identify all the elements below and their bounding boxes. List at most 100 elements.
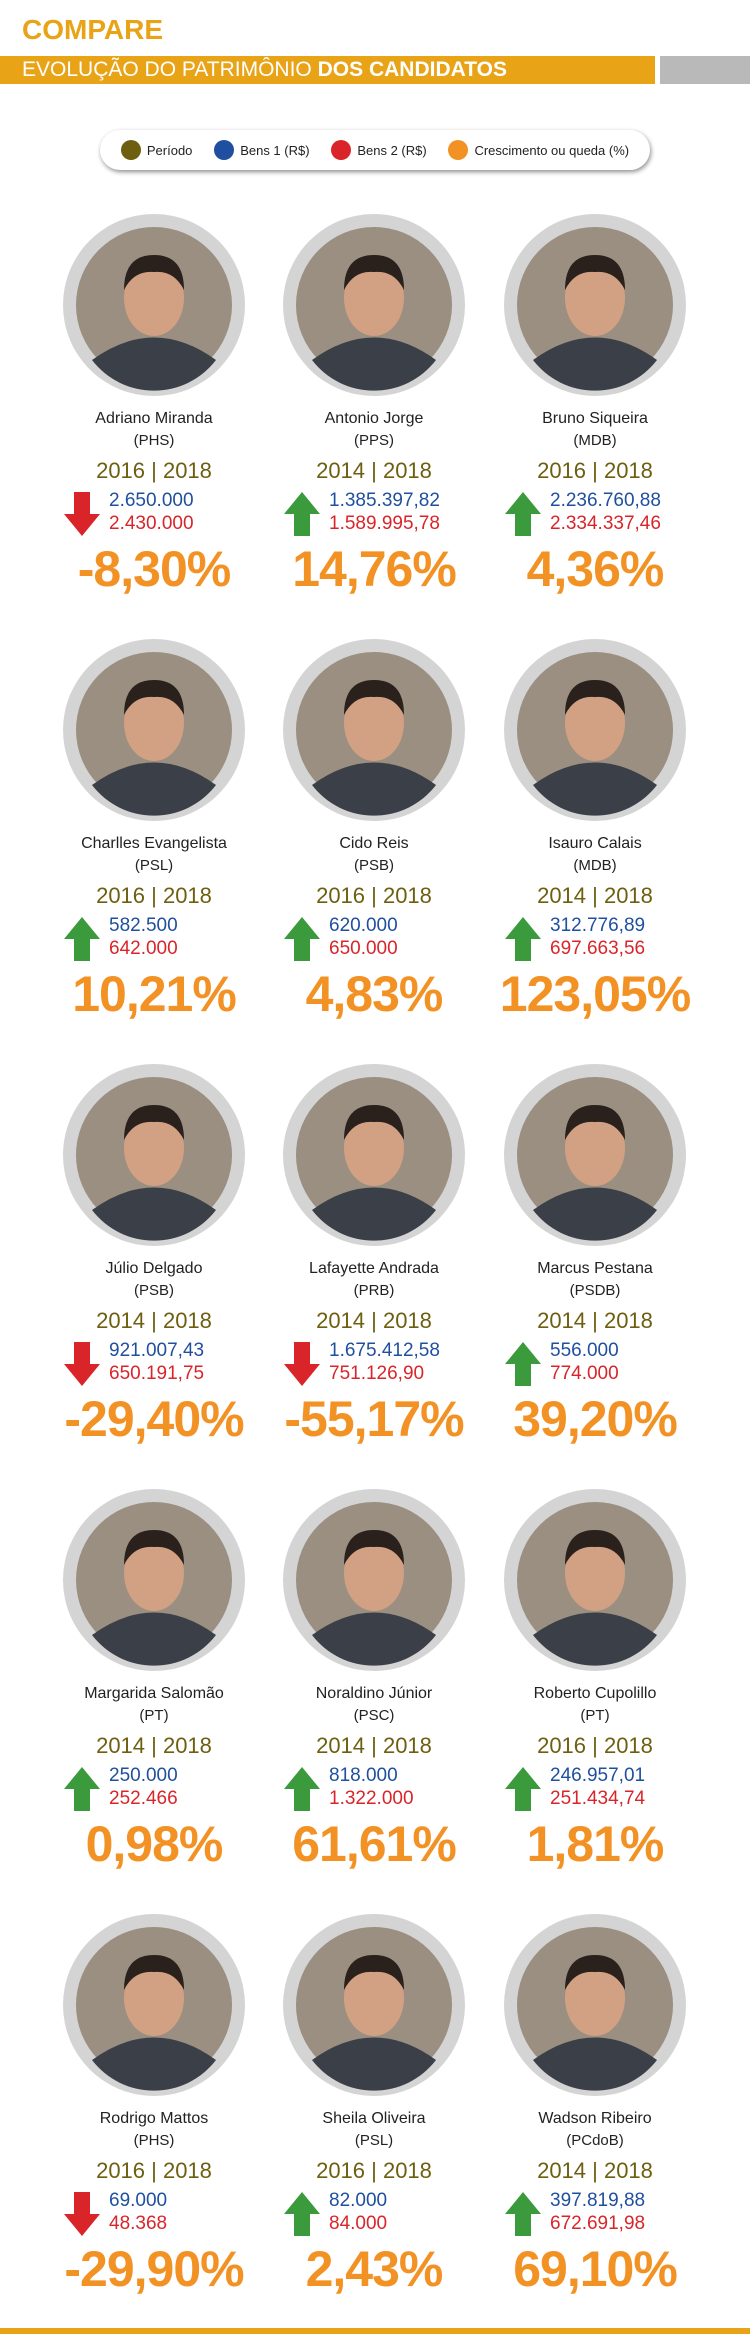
period: 2016 | 2018 <box>316 883 432 908</box>
photo-face <box>565 685 625 761</box>
change-percent: -8,30% <box>77 541 231 597</box>
candidate-photo <box>63 1489 245 1671</box>
photo-body <box>533 337 657 391</box>
photo-face <box>124 1110 184 1186</box>
change-percent: 69,10% <box>513 2241 678 2297</box>
trend-arrow <box>505 1767 541 1811</box>
change-percent: 123,05% <box>499 966 691 1022</box>
legend-item: Bens 1 (R$) <box>214 140 310 160</box>
legend-item: Período <box>120 140 192 160</box>
photo-face <box>124 1960 184 2036</box>
period: 2016 | 2018 <box>537 458 653 483</box>
bens-2: 84.000 <box>329 2213 388 2234</box>
candidate-party: (PSC) <box>353 1707 395 1724</box>
candidate-party: (PSL) <box>134 857 174 874</box>
bens-1: 556.000 <box>550 1340 619 1361</box>
photo-hair <box>124 1105 184 1140</box>
bens-2: 697.663,56 <box>550 938 646 959</box>
trend-arrow <box>284 2192 320 2236</box>
candidate-name: Adriano Miranda <box>95 410 213 427</box>
candidate-photo <box>63 1914 245 2096</box>
change-percent: 61,61% <box>292 1816 457 1872</box>
candidate-name: Júlio Delgado <box>105 1260 203 1277</box>
trend-arrow <box>284 1342 320 1386</box>
bens-1: 397.819,88 <box>550 2190 646 2211</box>
photo-body <box>312 2037 436 2091</box>
candidate-party: (PPS) <box>353 432 394 449</box>
arrow-shape <box>64 917 100 961</box>
legend-swatch <box>214 140 235 160</box>
candidate-photo <box>283 639 465 821</box>
photo-hair <box>124 255 184 290</box>
candidate-photo <box>504 1064 686 1246</box>
header-bar <box>0 56 655 84</box>
trend-arrow <box>505 492 541 536</box>
bens-1: 69.000 <box>109 2190 168 2211</box>
candidate-photo <box>283 214 465 396</box>
candidate-name: Wadson Ribeiro <box>538 2110 652 2127</box>
candidate-photo <box>504 214 686 396</box>
photo-hair <box>565 1530 625 1565</box>
arrow-shape <box>505 492 541 536</box>
bens-2: 2.334.337,46 <box>550 513 661 534</box>
candidate-card: Charlles Evangelista (PSL) 2016 | 2018 582.… <box>44 635 264 1055</box>
subtitle: EVOLUÇÃO DO PATRIMÔNIO DOS CANDIDATOS <box>22 58 507 82</box>
arrow-shape <box>64 1342 100 1386</box>
candidate-party: (PRB) <box>353 1282 395 1299</box>
candidate-card: Adriano Miranda (PHS) 2016 | 2018 2.650.000… <box>44 210 264 630</box>
bens-2: 48.368 <box>109 2213 168 2234</box>
arrow-shape <box>284 1767 320 1811</box>
photo-body <box>92 1612 216 1666</box>
candidate-photo <box>504 1914 686 2096</box>
trend-arrow <box>64 1767 100 1811</box>
subtitle-bold: DOS CANDIDATOS <box>317 58 508 81</box>
bens-1: 2.236.760,88 <box>550 490 661 511</box>
bens-1: 2.650.000 <box>109 490 194 511</box>
photo-hair <box>124 1955 184 1990</box>
candidate-name: Sheila Oliveira <box>322 2110 426 2127</box>
period: 2014 | 2018 <box>316 1308 432 1333</box>
candidate-photo <box>63 1064 245 1246</box>
photo-body <box>533 1612 657 1666</box>
period: 2014 | 2018 <box>537 1308 653 1333</box>
candidate-card: Marcus Pestana (PSDB) 2014 | 2018 556.000 77… <box>485 1060 705 1480</box>
bens-1: 250.000 <box>109 1765 178 1786</box>
bens-1: 246.957,01 <box>550 1765 646 1786</box>
header-bar-grey <box>660 56 750 84</box>
candidate-name: Cido Reis <box>339 835 409 852</box>
legend-swatch <box>331 140 352 160</box>
photo-body <box>533 2037 657 2091</box>
photo-face <box>344 1535 404 1611</box>
arrow-shape <box>505 917 541 961</box>
candidate-name: Lafayette Andrada <box>309 1260 439 1277</box>
candidate-photo <box>283 1914 465 2096</box>
candidate-card: Noraldino Júnior (PSC) 2014 | 2018 818.000 1… <box>264 1485 484 1905</box>
candidate-card: Rodrigo Mattos (PHS) 2016 | 2018 69.000 48.3… <box>44 1910 264 2330</box>
candidate-party: (PSB) <box>353 857 394 874</box>
bens-2: 252.466 <box>109 1788 178 1809</box>
candidate-card: Sheila Oliveira (PSL) 2016 | 2018 82.000 84.… <box>264 1910 484 2330</box>
candidate-card: Isauro Calais (MDB) 2014 | 2018 312.776,89 6… <box>485 635 705 1055</box>
photo-hair <box>124 680 184 715</box>
period: 2016 | 2018 <box>537 1733 653 1758</box>
photo-face <box>344 1110 404 1186</box>
change-percent: 2,43% <box>305 2241 444 2297</box>
photo-face <box>344 260 404 336</box>
photo-body <box>312 762 436 816</box>
photo-hair <box>565 1105 625 1140</box>
change-percent: -55,17% <box>284 1391 464 1447</box>
candidate-name: Charlles Evangelista <box>81 835 227 852</box>
arrow-shape <box>64 1767 100 1811</box>
photo-body <box>312 1612 436 1666</box>
bens-1: 312.776,89 <box>550 915 646 936</box>
bens-2: 751.126,90 <box>329 1363 425 1384</box>
candidate-party: (PSDB) <box>569 1282 621 1299</box>
period: 2016 | 2018 <box>316 2158 432 2183</box>
candidate-photo <box>63 639 245 821</box>
bens-1: 1.385.397,82 <box>329 490 440 511</box>
arrow-shape <box>64 492 100 536</box>
photo-face <box>565 260 625 336</box>
candidate-photo <box>63 214 245 396</box>
candidate-card: Júlio Delgado (PSB) 2014 | 2018 921.007,43 6… <box>44 1060 264 1480</box>
